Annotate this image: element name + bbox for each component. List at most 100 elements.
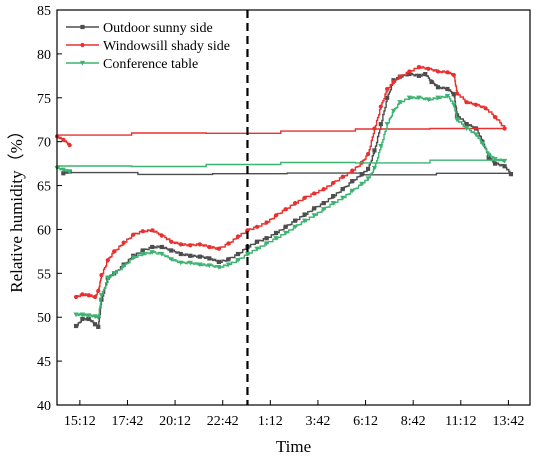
series-0-point — [445, 86, 450, 92]
series-1-point — [86, 293, 91, 298]
series-0-point — [435, 85, 441, 90]
series-1-point — [188, 243, 193, 248]
series-2-point — [406, 95, 412, 101]
series-1-point — [112, 249, 117, 254]
series-2-point — [371, 165, 378, 171]
series-2-point — [98, 293, 105, 298]
series-0-point — [340, 186, 345, 192]
legend: Outdoor sunny side Windowsill shady side C… — [66, 21, 230, 72]
series-2-point — [340, 195, 346, 201]
series-1-point — [197, 242, 202, 247]
series-1-point — [473, 102, 479, 107]
series-2-point — [502, 158, 508, 164]
series-0-point — [464, 122, 469, 127]
series-1-point — [454, 91, 460, 96]
y-tick-label: 60 — [37, 223, 51, 238]
series-2-point — [492, 157, 498, 162]
series-0-point — [350, 179, 355, 184]
series-line — [62, 72, 512, 328]
series-0-point — [302, 212, 307, 217]
series-1-point — [169, 239, 174, 244]
series-0-point — [331, 193, 336, 199]
series-2-point — [263, 241, 270, 247]
series-1-point — [385, 86, 390, 92]
series-1-point — [312, 191, 317, 196]
y-tick-label: 85 — [37, 4, 51, 19]
series-2-point — [187, 260, 193, 266]
series-1-point — [416, 64, 421, 70]
plot-frame — [56, 9, 531, 406]
series-2-point — [206, 263, 212, 269]
legend-item: Outdoor sunny side — [66, 21, 213, 36]
legend-marker-point — [79, 60, 86, 66]
y-tick-label: 75 — [37, 92, 51, 107]
series-1-point — [140, 229, 145, 234]
series-1-point — [92, 294, 98, 300]
legend-marker-point — [80, 24, 85, 30]
y-tick-label: 70 — [37, 136, 51, 151]
series-2-point — [444, 93, 451, 99]
series-1-point — [131, 232, 136, 237]
series-1-point — [216, 246, 221, 251]
series-2-point — [216, 265, 222, 270]
series-0-point — [321, 201, 326, 206]
series-1-point — [121, 240, 126, 245]
series-2-point — [244, 251, 251, 257]
series-0-point — [169, 248, 174, 253]
series-0-point — [429, 79, 434, 85]
series-1-point — [397, 74, 402, 79]
series-1-point — [426, 66, 431, 71]
series-1-point — [207, 244, 212, 250]
series-0-point — [96, 324, 101, 329]
series-1-point — [273, 213, 279, 218]
series-0-point — [207, 256, 212, 261]
series-1 — [54, 64, 507, 300]
series-2-point — [330, 201, 336, 206]
series-1-point — [73, 294, 79, 300]
series-2-point — [73, 312, 79, 318]
series-1-point — [80, 292, 85, 297]
series-0-point — [385, 95, 390, 100]
series-2-point — [149, 250, 155, 255]
series-2-point — [168, 257, 174, 262]
series-1-point — [350, 168, 355, 173]
x-tick-label: 6:12 — [353, 414, 378, 429]
series-1-point — [150, 228, 155, 233]
series-1-point — [292, 201, 298, 206]
series-0-point — [366, 166, 371, 171]
series-0-point — [359, 172, 364, 177]
series-0-point — [273, 230, 279, 236]
series-2-point — [292, 224, 298, 230]
series-2-point — [378, 143, 384, 149]
series-0-point — [264, 236, 269, 241]
series-2-point — [159, 251, 165, 257]
series-0-point — [492, 161, 498, 166]
series-2-point — [67, 169, 73, 175]
y-tick-label: 55 — [37, 267, 51, 282]
y-tick-label: 80 — [37, 48, 51, 63]
x-axis-title: Time — [276, 437, 311, 456]
series-2-point — [463, 126, 470, 132]
series-0-point — [283, 224, 288, 229]
series-0-point — [372, 148, 377, 153]
series-1-point — [451, 72, 456, 78]
series-2-point — [111, 271, 117, 276]
series-2-point — [416, 95, 422, 101]
series-1-point — [61, 137, 66, 143]
series-2-point — [359, 181, 365, 187]
series-1-point — [483, 106, 488, 111]
series-2-point — [79, 312, 85, 318]
series-1-point — [391, 79, 396, 85]
series-2-point — [390, 108, 397, 114]
series-1-point — [366, 151, 371, 157]
x-tick-label: 11:12 — [445, 414, 476, 429]
series-2-point — [349, 188, 355, 194]
series-0-point — [502, 164, 507, 169]
series-2-point — [311, 213, 317, 218]
series-2-point — [435, 95, 441, 101]
series-0-point — [226, 257, 231, 262]
series-2-point — [60, 167, 66, 173]
x-tick-label: 8:42 — [401, 414, 426, 429]
series-1-point — [302, 195, 307, 200]
series-1-point — [96, 288, 101, 293]
